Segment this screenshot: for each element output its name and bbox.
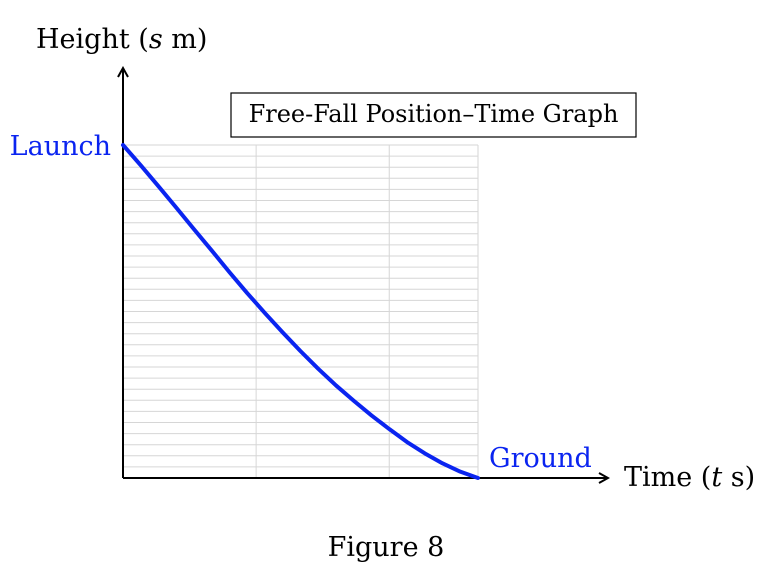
y-axis-label-post: m) (163, 24, 208, 55)
x-axis-label-var: t (711, 462, 722, 493)
grid (123, 144, 479, 478)
series-line-free-fall (121, 143, 480, 480)
y-axis-label-pre: Height ( (36, 24, 149, 55)
chart-title: Free-Fall Position–Time Graph (249, 100, 619, 128)
x-axis-label-pre: Time ( (624, 462, 711, 493)
x-axis-label: Time (t s) (624, 462, 755, 493)
chart-title-box: Free-Fall Position–Time Graph (230, 92, 637, 138)
ground-annotation: Ground (489, 443, 592, 474)
y-axis-label-var: s (149, 24, 163, 55)
x-axis-label-post: s) (722, 462, 755, 493)
y-axis-label: Height (s m) (36, 24, 207, 55)
figure-caption: Figure 8 (328, 532, 445, 563)
launch-annotation: Launch (10, 131, 111, 162)
